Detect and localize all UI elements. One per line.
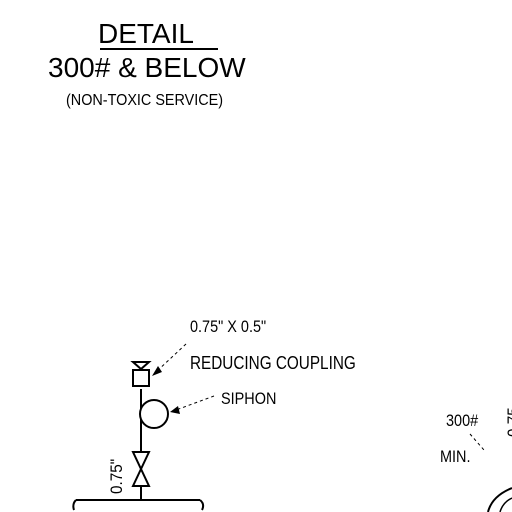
siphon-leader xyxy=(175,395,215,411)
rating-label: 300# xyxy=(446,411,479,430)
siphon-label: SIPHON xyxy=(221,389,277,408)
header-pipe xyxy=(72,499,205,511)
reducing-coupling-label: REDUCING COUPLING xyxy=(190,353,356,373)
title-underline xyxy=(100,48,218,50)
coupling-arrowhead xyxy=(152,366,162,376)
coupling-leader xyxy=(155,343,187,373)
siphon-icon xyxy=(139,399,169,429)
coupling-icon xyxy=(132,369,150,387)
coupling-size-label: 0.75" X 0.5" xyxy=(190,317,267,336)
elbow-arc xyxy=(487,487,512,512)
detail-title: DETAIL xyxy=(98,18,194,49)
siphon-arrowhead xyxy=(170,406,180,414)
rating-leader xyxy=(469,433,485,451)
min-label: MIN. xyxy=(440,447,471,466)
gauge-connection-icon xyxy=(130,361,152,371)
valve-icon xyxy=(131,451,151,487)
service-note: (NON-TOXIC SERVICE) xyxy=(66,92,224,109)
pressure-class-title: 300# & BELOW xyxy=(48,52,246,83)
elbow-arc-inner xyxy=(499,497,512,512)
